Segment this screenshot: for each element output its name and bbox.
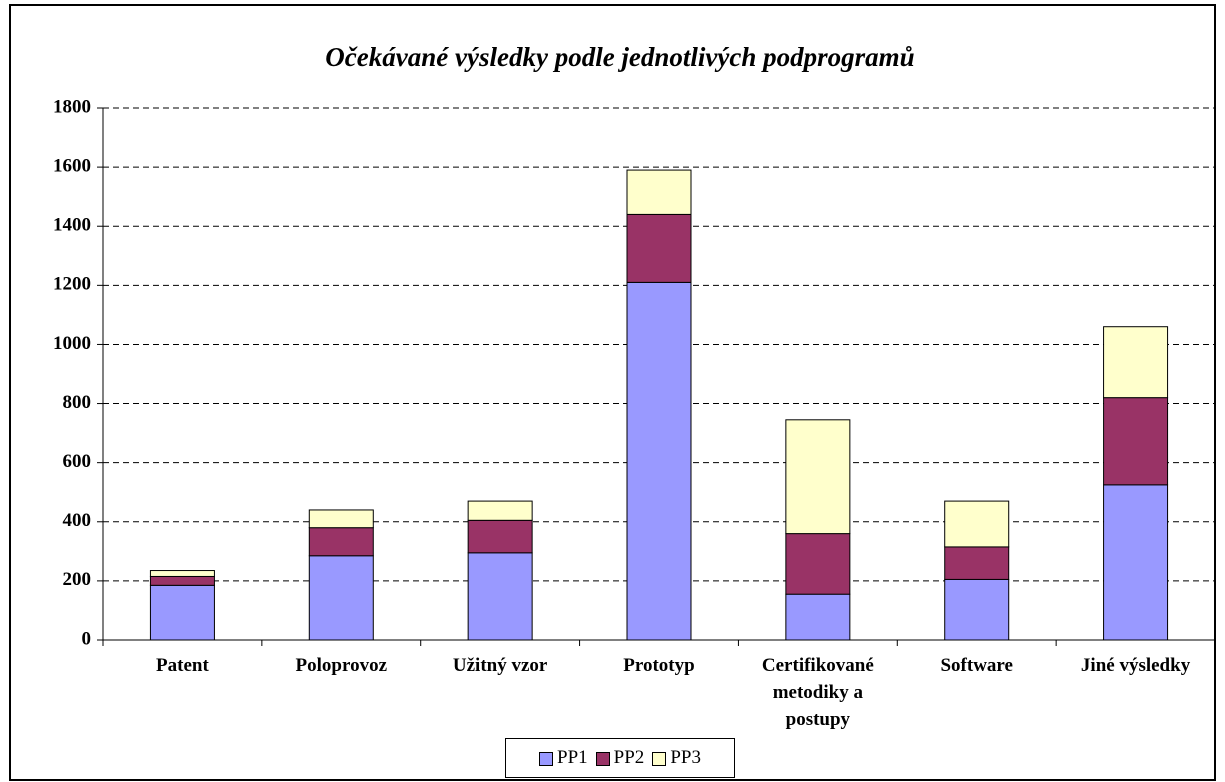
x-tick-label: Software <box>940 655 1013 676</box>
bar-segment <box>308 527 374 557</box>
y-tick-label: 1200 <box>53 274 91 295</box>
bar-segment <box>944 546 1010 580</box>
y-tick-label: 800 <box>63 392 92 413</box>
bar-segment <box>1103 484 1169 641</box>
bar-segment <box>1103 397 1169 486</box>
bar-segment <box>785 419 851 535</box>
x-tick-label: Užitný vzor <box>452 655 548 676</box>
chart-title: Očekávané výsledky podle jednotlivých po… <box>325 42 914 72</box>
bar-segment <box>944 578 1010 641</box>
bar-segment <box>944 500 1010 548</box>
bar-segment <box>785 533 851 595</box>
bar-segment <box>149 575 215 586</box>
legend-swatch <box>595 751 610 766</box>
y-tick-label: 1000 <box>53 333 91 354</box>
x-tick-label: Jiné výsledky <box>1080 655 1191 676</box>
y-tick-label: 200 <box>63 569 92 590</box>
bar-segment <box>467 519 533 554</box>
chart-border <box>9 4 1216 781</box>
y-tick-label: 1800 <box>53 96 91 117</box>
legend-item: PP2 <box>595 747 645 769</box>
y-tick-label: 1400 <box>53 215 91 236</box>
bar-segment <box>467 552 533 641</box>
legend-item: PP1 <box>539 747 588 769</box>
x-tick-label: Patent <box>156 655 209 676</box>
legend-swatch <box>652 751 667 766</box>
bar-segment <box>308 555 374 641</box>
legend-label: PP3 <box>670 747 701 768</box>
x-tick-label: Poloprovoz <box>295 655 388 676</box>
y-tick-label: 400 <box>63 510 92 531</box>
x-tick-label: Prototyp <box>623 655 695 676</box>
legend: PP1 PP2 PP3 <box>505 738 735 778</box>
bar-segment <box>626 213 692 283</box>
bar-segment <box>1103 326 1169 399</box>
y-tick-label: 600 <box>63 451 92 472</box>
legend-swatch <box>539 751 554 766</box>
bar-segment <box>467 500 533 521</box>
y-tick-label: 0 <box>82 628 92 649</box>
legend-item: PP3 <box>652 747 701 769</box>
bar-segment <box>785 593 851 641</box>
legend-label: PP2 <box>613 747 645 768</box>
bar-segment <box>626 281 692 641</box>
bar-segment <box>626 169 692 215</box>
x-tick-label: Certifikované metodiky a postupy <box>761 655 874 730</box>
bar-segment <box>149 584 215 641</box>
bar-segment <box>149 570 215 577</box>
legend-label: PP1 <box>557 747 588 768</box>
y-tick-label: 1600 <box>53 155 91 176</box>
bar-segment <box>308 509 374 529</box>
